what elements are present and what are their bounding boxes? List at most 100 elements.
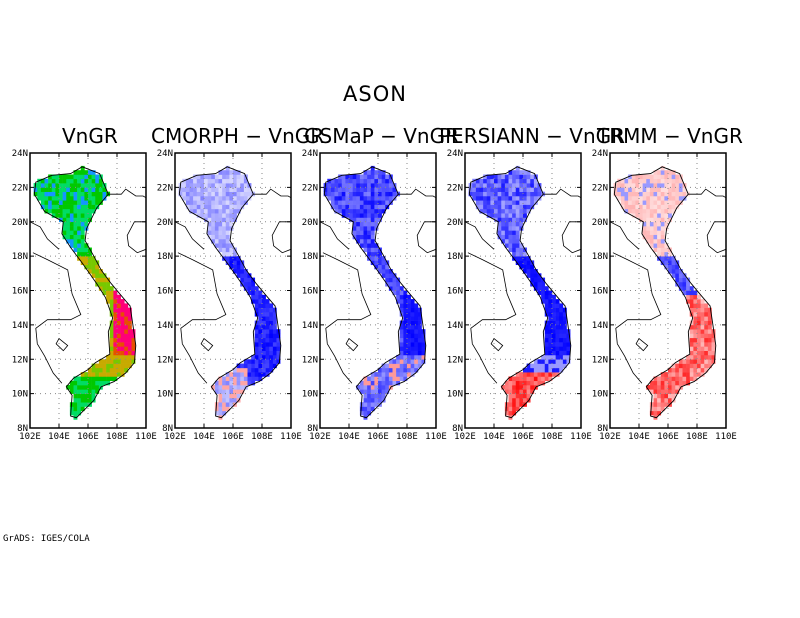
- grid-cell: [233, 397, 237, 403]
- grid-cell: [233, 385, 237, 390]
- grid-cell: [204, 191, 208, 197]
- grid-cell: [515, 402, 520, 407]
- grid-cell: [664, 389, 669, 394]
- grid-cell: [247, 277, 252, 283]
- grid-cell: [490, 208, 495, 214]
- grid-cell: [254, 376, 259, 382]
- grid-cell: [102, 286, 107, 291]
- grid-cell: [711, 359, 716, 364]
- grid-cell: [664, 208, 669, 214]
- grid-cell: [523, 183, 527, 188]
- grid-cell: [378, 269, 382, 274]
- grid-cell: [214, 380, 219, 386]
- grid-cell: [675, 277, 680, 283]
- grid-cell: [649, 243, 654, 248]
- lon-tick-label: 104E: [193, 432, 215, 442]
- grid-cell: [631, 187, 636, 192]
- grid-cell: [675, 367, 680, 373]
- grid-cell: [200, 208, 205, 214]
- grid-cell: [77, 238, 82, 244]
- lat-tick-label: 18N: [302, 252, 318, 262]
- grid-cell: [363, 385, 368, 390]
- grid-cell: [327, 195, 332, 201]
- grid-cell: [262, 337, 266, 343]
- grid-cell: [682, 376, 687, 382]
- grid-cell: [664, 372, 669, 377]
- grid-cell: [48, 178, 53, 184]
- lon-tick-label: 110E: [280, 432, 302, 442]
- grid-cell: [240, 178, 245, 184]
- grid-cell: [229, 389, 234, 394]
- grid-cell: [483, 200, 488, 205]
- grid-cell: [77, 376, 82, 382]
- grid-cell: [240, 389, 245, 394]
- grid-cell: [671, 385, 676, 390]
- grid-cell: [548, 311, 553, 317]
- grid-cell: [124, 324, 129, 330]
- grid-cell: [84, 191, 89, 197]
- grid-cell: [374, 217, 379, 223]
- grid-cell: [240, 376, 245, 382]
- grid-cell: [660, 191, 665, 197]
- grid-cell: [229, 217, 234, 223]
- grid-cell: [555, 299, 560, 304]
- grid-cell: [367, 393, 372, 399]
- grid-cell: [526, 191, 531, 197]
- grid-cell: [109, 307, 114, 313]
- grid-cell: [417, 337, 422, 343]
- grid-cell: [414, 337, 419, 343]
- grid-cell: [508, 376, 513, 382]
- grid-cell: [269, 329, 274, 334]
- grid-cell: [523, 372, 527, 377]
- grid-cell: [519, 204, 524, 210]
- grid-cell: [707, 324, 712, 330]
- grid-cell: [262, 299, 266, 304]
- grid-cell: [642, 191, 647, 197]
- grid-cell: [537, 380, 542, 386]
- grid-cell: [109, 363, 114, 369]
- grid-cell: [363, 204, 368, 210]
- grid-cell: [269, 303, 274, 308]
- grid-cell: [80, 165, 85, 171]
- grid-cell: [646, 217, 651, 223]
- grid-cell: [374, 200, 379, 205]
- grid-cell: [359, 183, 364, 188]
- grid-cell: [95, 367, 100, 373]
- grid-cell: [62, 183, 67, 188]
- grid-cell: [508, 247, 513, 253]
- grid-cell: [276, 337, 281, 343]
- grid-cell: [207, 174, 212, 180]
- grid-cell: [697, 324, 701, 330]
- grid-cell: [374, 204, 379, 210]
- panel-title-gsmap: GSMaP − VnGR: [304, 124, 459, 148]
- grid-cell: [653, 195, 658, 201]
- grid-cell: [653, 402, 658, 407]
- grid-cell: [124, 329, 129, 334]
- grid-cell: [218, 195, 223, 201]
- grid-cell: [258, 320, 263, 326]
- lat-tick-label: 24N: [12, 149, 28, 159]
- grid-cell: [109, 286, 114, 291]
- grid-cell: [483, 183, 488, 188]
- grid-cell: [515, 178, 520, 184]
- grid-cell: [519, 260, 524, 266]
- grid-cell: [218, 187, 223, 192]
- grid-cell: [512, 380, 517, 386]
- grid-cell: [559, 307, 564, 313]
- coastline: [468, 166, 572, 419]
- grid-cell: [102, 380, 107, 386]
- grid-cell: [98, 372, 103, 377]
- grid-cell: [106, 359, 111, 364]
- grid-cell: [367, 226, 372, 231]
- grid-cell: [399, 324, 404, 330]
- grid-cell: [678, 376, 683, 382]
- lon-tick-label: 102E: [19, 432, 41, 442]
- grid-cell: [388, 372, 393, 377]
- grid-cell: [660, 397, 665, 403]
- grid-cell: [84, 204, 89, 210]
- grid-cell: [327, 191, 332, 197]
- lon-tick-label: 102E: [164, 432, 186, 442]
- grid-cell: [653, 217, 658, 223]
- lon-tick-label: 106E: [367, 432, 389, 442]
